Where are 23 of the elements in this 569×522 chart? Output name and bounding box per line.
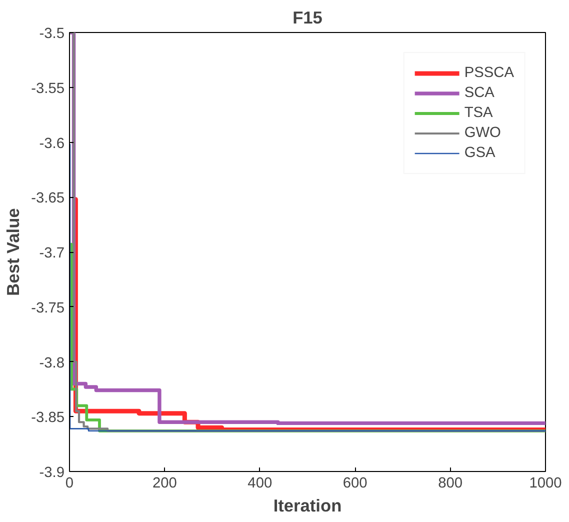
y-tick-label: -3.6 [39, 136, 65, 152]
y-tick-label: -3.9 [39, 465, 65, 481]
x-tick-label: 0 [65, 476, 74, 492]
y-axis-title: Best Value [3, 208, 24, 296]
y-tick-label: -3.65 [31, 190, 64, 207]
y-tick-label: -3.55 [31, 80, 64, 97]
legend-label: PSSCA [464, 65, 514, 81]
legend-label: TSA [464, 105, 493, 121]
x-tick-label: 600 [342, 476, 368, 492]
x-tick-label: 200 [152, 476, 177, 492]
y-tick-label: -3.7 [39, 246, 65, 262]
x-axis-title: Iteration [273, 496, 342, 516]
x-tick-label: 800 [438, 476, 463, 492]
x-tick-label: 1000 [529, 476, 562, 492]
y-tick-label: -3.5 [39, 26, 65, 42]
y-tick-label: -3.8 [39, 355, 65, 372]
y-tick-label: -3.75 [31, 300, 64, 316]
legend-label: GWO [464, 125, 501, 141]
legend-label: GSA [464, 145, 496, 161]
legend-label: SCA [464, 85, 494, 101]
chart-title: F15 [292, 8, 323, 28]
y-tick-label: -3.85 [31, 410, 64, 426]
x-tick-label: 400 [248, 476, 272, 492]
